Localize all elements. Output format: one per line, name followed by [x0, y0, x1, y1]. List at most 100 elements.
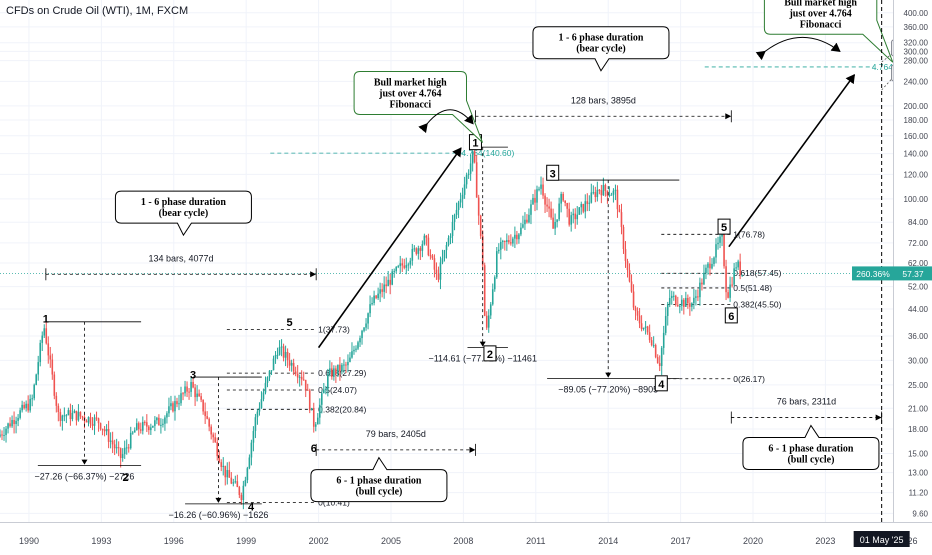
candle: [343, 359, 345, 373]
candle: [242, 480, 245, 510]
y-tick-label: 21.00: [908, 404, 929, 413]
candle: [433, 254, 436, 278]
candle: [491, 283, 494, 306]
y-tick-label: 100.00: [904, 195, 929, 204]
candle: [174, 395, 176, 421]
candle: [353, 345, 355, 355]
candle: [626, 258, 629, 278]
chart-title: CFDs on Crude Oil (WTI), 1M, FXCM: [6, 5, 188, 17]
wave-label: 1: [43, 313, 49, 325]
candle: [604, 183, 607, 197]
candle: [361, 329, 363, 345]
candle: [170, 395, 172, 411]
candle: [214, 432, 217, 443]
candle: [67, 407, 70, 416]
candle: [729, 276, 731, 302]
candle: [276, 347, 279, 360]
candle: [244, 476, 247, 487]
x-tick-label: 1990: [19, 536, 39, 546]
candle: [592, 185, 595, 195]
svg-text:1: 1: [43, 313, 49, 325]
candle: [401, 258, 404, 272]
fib-level-label: 0.5(51.48): [733, 283, 772, 293]
candle: [69, 403, 72, 426]
candle: [624, 241, 627, 268]
candle: [683, 298, 685, 315]
candle: [296, 365, 299, 384]
svg-text:57.37: 57.37: [902, 269, 924, 279]
candle: [679, 303, 681, 314]
candle: [485, 311, 488, 330]
svg-text:01 May '25: 01 May '25: [860, 535, 904, 545]
y-tick-label: 52.00: [908, 283, 929, 292]
candle: [220, 459, 223, 472]
candle: [520, 222, 522, 237]
svg-text:Fibonacci: Fibonacci: [800, 19, 842, 30]
candle: [188, 387, 190, 400]
candle: [733, 262, 735, 286]
candle: [144, 420, 146, 426]
svg-text:6: 6: [728, 311, 734, 323]
candle: [178, 394, 180, 411]
candle: [614, 184, 617, 201]
candle: [51, 353, 54, 380]
candle: [411, 243, 414, 266]
candle: [644, 321, 647, 335]
fib-level-label: 0(10.41): [318, 497, 350, 507]
candle: [7, 422, 9, 434]
candle: [347, 354, 349, 373]
candle: [656, 354, 659, 364]
candle: [228, 461, 231, 478]
candle: [670, 290, 673, 305]
candle: [23, 401, 25, 410]
candle: [137, 421, 140, 436]
candle: [327, 368, 329, 397]
candle: [367, 312, 369, 330]
candle: [172, 401, 174, 413]
measurement-label: −114.61 (−77.72%) −11461: [428, 354, 537, 364]
callout: 1 - 6 phase duration(bear cycle): [532, 26, 670, 72]
y-tick-label: 200.00: [904, 102, 929, 111]
callout: 6 - 1 phase duration(bull cycle): [742, 424, 880, 470]
x-tick-label: 1999: [236, 536, 256, 546]
candle: [636, 307, 639, 321]
candle: [449, 233, 452, 245]
callout: 1 - 6 phase duration(bear cycle): [114, 190, 252, 237]
candle: [435, 262, 438, 280]
candle: [574, 208, 577, 229]
candle: [379, 282, 381, 303]
candle: [121, 448, 124, 462]
candle: [292, 358, 295, 376]
candle: [71, 404, 74, 422]
candle: [337, 364, 339, 378]
candle: [522, 215, 524, 229]
candle: [232, 478, 235, 487]
svg-text:6 - 1 phase duration: 6 - 1 phase duration: [336, 476, 421, 487]
candle: [610, 192, 613, 196]
candle: [586, 193, 589, 212]
candle: [99, 422, 102, 431]
candle: [290, 359, 293, 372]
wave-label: 5: [717, 218, 731, 235]
candle: [598, 189, 601, 195]
candle: [349, 352, 351, 363]
candle: [606, 190, 609, 204]
candle: [373, 290, 375, 306]
candle: [103, 425, 106, 437]
candle: [65, 414, 68, 424]
candle: [57, 403, 60, 422]
candle: [514, 226, 516, 248]
candle: [204, 402, 206, 424]
candle: [528, 208, 530, 224]
svg-text:1 - 6 phase duration: 1 - 6 phase duration: [141, 197, 226, 208]
candle: [658, 355, 661, 372]
candle: [500, 237, 502, 260]
candle: [469, 154, 472, 181]
candle: [182, 392, 184, 401]
candle: [495, 246, 498, 279]
candle: [602, 177, 605, 196]
candle: [325, 385, 327, 395]
candle: [377, 287, 379, 300]
candle: [91, 417, 94, 431]
